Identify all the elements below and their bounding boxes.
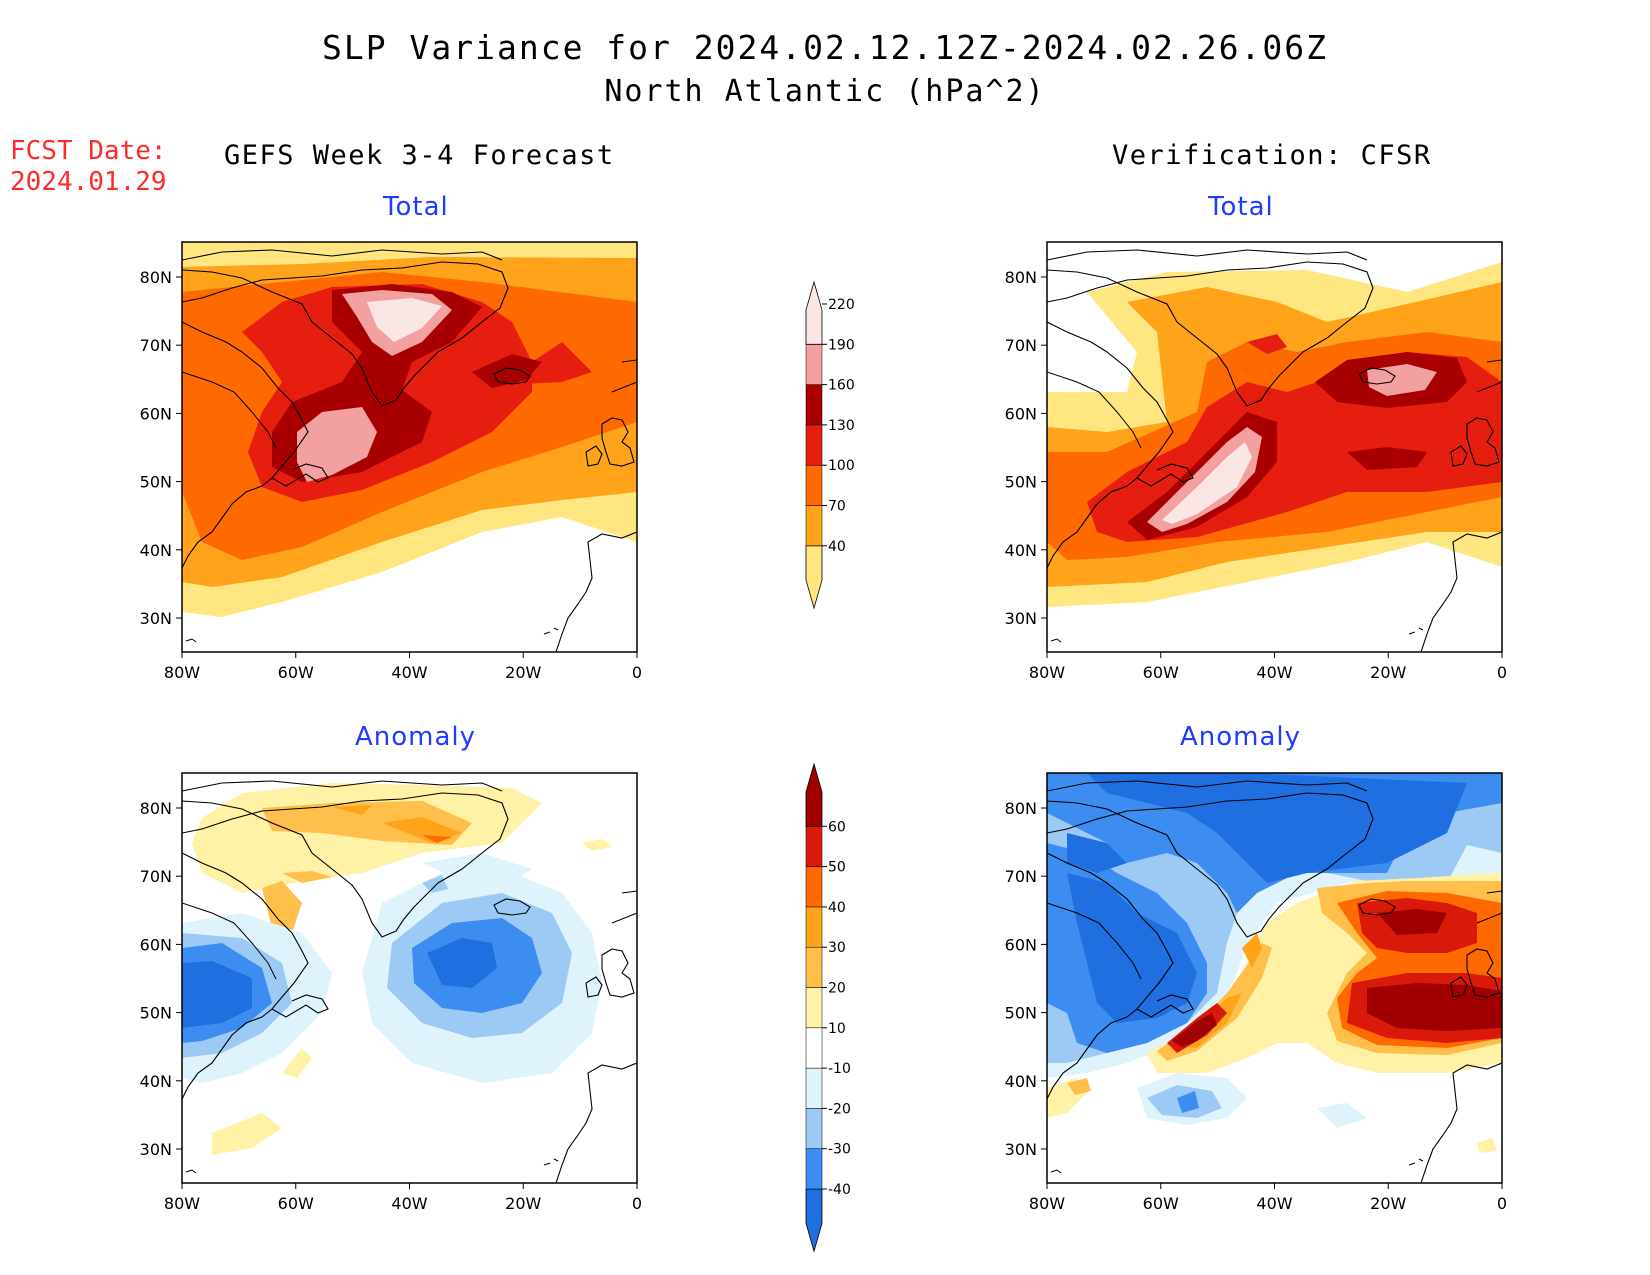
colorbar-anomaly-tick-label: -30 — [828, 1142, 851, 1158]
lat-tick-label: 60N — [140, 935, 172, 954]
colorbar-anomaly-tick-label: 50 — [828, 860, 846, 876]
lon-tick-label: 60W — [278, 1194, 314, 1213]
lat-tick-label: 30N — [1005, 609, 1037, 628]
lat-tick-label: 50N — [140, 473, 172, 492]
lon-tick-label: 0 — [1497, 663, 1507, 682]
figure-subtitle: North Atlantic (hPa^2) — [604, 74, 1046, 109]
colorbar-total-segment — [805, 344, 823, 385]
colorbar-total-tick-label: 220 — [828, 297, 855, 313]
lat-tick-label: 60N — [140, 404, 172, 423]
lon-tick-label: 0 — [632, 1194, 642, 1213]
panel-title-forecast-anomaly: Anomaly — [355, 722, 477, 752]
lon-tick-label: 80W — [1029, 1194, 1065, 1213]
lon-tick-label: 60W — [278, 663, 314, 682]
colorbar-anomaly-tick-label: -10 — [828, 1061, 851, 1077]
lon-tick-label: 20W — [505, 663, 541, 682]
forecast-total-map — [182, 242, 637, 652]
colorbar-total-segment — [805, 424, 823, 466]
colorbar-anomaly-segment — [805, 906, 823, 948]
lat-tick-label: 60N — [1005, 404, 1037, 423]
colorbar-anomaly-segment — [805, 987, 823, 1029]
lon-tick-label: 80W — [164, 663, 200, 682]
colorbar-total-segment — [805, 545, 823, 610]
panel-title-verification-total: Total — [1208, 192, 1274, 222]
lat-tick-label: 50N — [1005, 1004, 1037, 1023]
lat-tick-label: 80N — [1005, 268, 1037, 287]
lon-tick-label: 40W — [391, 663, 427, 682]
colorbar-total-tick-label: 160 — [828, 378, 855, 394]
lat-tick-label: 70N — [1005, 336, 1037, 355]
lon-tick-label: 40W — [1256, 1194, 1292, 1213]
verification-total-map — [1047, 242, 1502, 652]
colorbar-anomaly-tick-label: 60 — [828, 819, 846, 835]
colorbar-anomaly-tick-label: -40 — [828, 1182, 851, 1198]
lon-tick-label: 20W — [505, 1194, 541, 1213]
lat-tick-label: 40N — [140, 1072, 172, 1091]
lat-tick-label: 70N — [140, 336, 172, 355]
colorbar-total-segment — [805, 464, 823, 506]
colorbar-anomaly-segment — [805, 946, 823, 988]
lat-tick-label: 30N — [1005, 1140, 1037, 1159]
lon-tick-label: 60W — [1143, 663, 1179, 682]
lat-tick-label: 60N — [1005, 935, 1037, 954]
lat-tick-label: 80N — [140, 799, 172, 818]
colorbar-total-segment — [805, 384, 823, 426]
colorbar-total-tick-label: 190 — [828, 337, 855, 353]
colorbar-total-tick-label: 100 — [828, 458, 855, 474]
lon-tick-label: 20W — [1370, 1194, 1406, 1213]
forecast-date-value: 2024.01.29 — [10, 167, 167, 197]
lon-tick-label: 60W — [1143, 1194, 1179, 1213]
verification-anomaly-map — [1047, 773, 1502, 1183]
colorbar-total-tick-label: 70 — [828, 499, 846, 515]
colorbar-anomaly: -40 -30 -20 -10 10 20 30 40 50 60 — [805, 762, 851, 1253]
colorbar-anomaly-tick-label: 10 — [828, 1021, 846, 1037]
colorbar-anomaly-tick-label: 20 — [828, 981, 846, 997]
lon-tick-label: 0 — [632, 663, 642, 682]
colorbar-anomaly-tick-label: -20 — [828, 1101, 851, 1117]
colorbar-anomaly-tick-label: 30 — [828, 940, 846, 956]
colorbar-total: 40 70 100 130 160 190 220 — [805, 280, 855, 610]
colorbar-total-tick-label: 40 — [828, 539, 846, 555]
lat-tick-label: 80N — [1005, 799, 1037, 818]
forecast-anomaly-map — [182, 773, 637, 1183]
lon-tick-label: 20W — [1370, 663, 1406, 682]
column-title-verification: Verification: CFSR — [1112, 140, 1432, 171]
colorbar-anomaly-tick-label: 40 — [828, 900, 846, 916]
lat-tick-label: 50N — [140, 1004, 172, 1023]
lon-tick-label: 40W — [1256, 663, 1292, 682]
colorbar-anomaly-segment — [805, 1148, 823, 1190]
colorbar-total-tick-label: 130 — [828, 418, 855, 434]
lon-tick-label: 40W — [391, 1194, 427, 1213]
lat-tick-label: 70N — [140, 867, 172, 886]
panel-title-forecast-total: Total — [383, 192, 449, 222]
colorbar-total-segment — [805, 505, 823, 547]
forecast-date-block: FCST Date: 2024.01.29 — [10, 136, 167, 198]
colorbar-anomaly-segment — [805, 762, 823, 827]
lat-tick-label: 40N — [1005, 1072, 1037, 1091]
column-title-forecast: GEFS Week 3-4 Forecast — [224, 140, 615, 171]
lat-tick-label: 80N — [140, 268, 172, 287]
colorbar-anomaly-segment — [805, 866, 823, 908]
colorbar-anomaly-segment — [805, 826, 823, 867]
lat-tick-label: 30N — [140, 1140, 172, 1159]
lat-tick-label: 50N — [1005, 473, 1037, 492]
axes-layer: 80W 60W 40W 20W 0 30N 40N 50N 60N 70N 80N 80W 60W 40W… — [140, 268, 1507, 1213]
lon-tick-label: 0 — [1497, 1194, 1507, 1213]
panel-title-verification-anomaly: Anomaly — [1180, 722, 1302, 752]
lat-tick-label: 70N — [1005, 867, 1037, 886]
colorbar-total-segment — [805, 280, 823, 345]
colorbar-anomaly-segment — [805, 1067, 823, 1109]
colorbar-anomaly-segment — [805, 1108, 823, 1149]
lat-tick-label: 40N — [1005, 541, 1037, 560]
lon-tick-label: 80W — [164, 1194, 200, 1213]
colorbar-anomaly-segment — [805, 1027, 823, 1069]
colorbar-anomaly-segment — [805, 1188, 823, 1253]
lat-tick-label: 30N — [140, 609, 172, 628]
forecast-date-label: FCST Date: — [10, 136, 167, 166]
figure-title: SLP Variance for 2024.02.12.12Z-2024.02.… — [322, 28, 1328, 67]
lon-tick-label: 80W — [1029, 663, 1065, 682]
lat-tick-label: 40N — [140, 541, 172, 560]
